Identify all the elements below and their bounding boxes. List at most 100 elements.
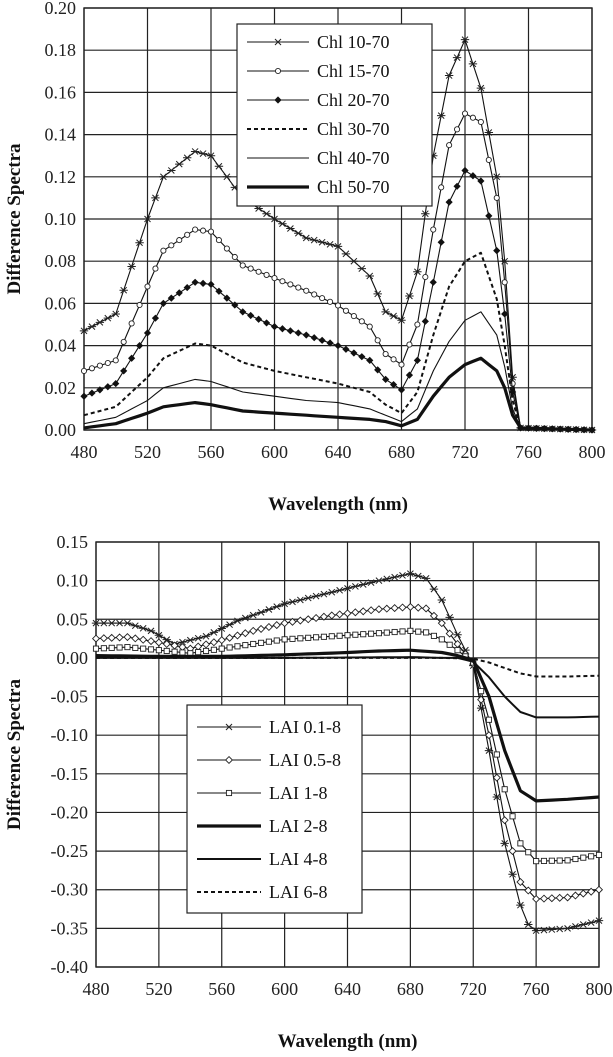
data-point <box>319 295 326 302</box>
data-point <box>100 645 107 652</box>
series-line <box>83 356 593 432</box>
data-point <box>594 885 604 894</box>
data-point <box>516 877 525 887</box>
data-point <box>206 152 216 160</box>
y-tick-label: -0.05 <box>51 687 89 707</box>
data-point <box>571 923 580 930</box>
legend-entry: Chl 15-70 <box>317 61 390 81</box>
series-lai-1-8 <box>92 627 603 865</box>
y-tick-label: 0.02 <box>45 378 77 398</box>
data-point <box>349 257 359 265</box>
data-point <box>531 927 541 935</box>
data-point <box>374 337 381 344</box>
data-point <box>509 388 517 396</box>
data-point <box>366 323 373 330</box>
data-point <box>151 194 160 202</box>
data-point <box>313 634 320 641</box>
data-point <box>223 245 230 252</box>
data-point <box>140 645 147 652</box>
plot-frame <box>83 7 593 431</box>
data-point <box>453 631 462 639</box>
data-point <box>247 311 255 320</box>
data-point <box>461 166 469 175</box>
data-point <box>233 631 242 640</box>
data-point <box>586 919 596 926</box>
data-point <box>132 644 139 651</box>
data-point <box>492 793 502 801</box>
data-point <box>571 891 580 900</box>
data-point <box>271 275 278 282</box>
data-point <box>302 331 310 339</box>
data-point <box>107 633 116 642</box>
data-point <box>381 308 390 316</box>
data-point <box>430 226 437 233</box>
data-point <box>500 816 509 825</box>
data-point <box>517 840 524 847</box>
data-point <box>224 755 234 765</box>
data-point <box>446 641 453 648</box>
data-point <box>501 279 508 286</box>
data-point <box>446 142 453 149</box>
series-line <box>83 251 593 431</box>
y-tick-label: 0.12 <box>45 167 77 187</box>
data-point <box>152 265 159 272</box>
data-point <box>500 839 509 847</box>
data-point <box>296 616 305 625</box>
data-point <box>217 636 226 645</box>
data-point <box>79 327 89 335</box>
data-point <box>405 292 414 300</box>
data-point <box>436 112 446 119</box>
data-point <box>131 634 140 643</box>
data-point <box>406 341 413 348</box>
data-point <box>344 632 351 639</box>
data-point <box>262 319 271 327</box>
series-line <box>96 656 600 678</box>
data-point <box>429 585 439 593</box>
data-point <box>336 632 343 639</box>
data-point <box>233 617 242 625</box>
y-tick-label: -0.30 <box>51 880 89 900</box>
data-point <box>547 926 557 933</box>
data-point <box>383 629 390 636</box>
data-point <box>579 889 588 898</box>
data-point <box>319 590 329 598</box>
data-point <box>280 619 289 628</box>
legend-entry: Chl 40-70 <box>317 148 390 168</box>
data-point <box>104 359 111 367</box>
y-tick-label: 0.08 <box>45 251 77 271</box>
data-point <box>80 392 88 400</box>
data-point <box>563 893 572 902</box>
y-tick-label: 0.00 <box>45 420 77 440</box>
data-point <box>317 238 327 246</box>
data-point <box>201 632 211 640</box>
data-point <box>367 606 376 615</box>
data-point <box>262 210 271 218</box>
data-point <box>176 237 183 244</box>
data-point <box>256 608 266 616</box>
data-point <box>294 229 303 237</box>
data-point <box>397 386 406 394</box>
data-point <box>225 789 233 797</box>
data-point <box>509 813 516 820</box>
data-point <box>358 353 366 361</box>
legend-entry: LAI 2-8 <box>269 816 327 836</box>
data-point <box>87 323 97 330</box>
series-lai-2-8 <box>95 648 600 803</box>
data-point <box>96 362 103 369</box>
data-point <box>286 225 295 232</box>
data-point <box>107 619 116 627</box>
data-point <box>116 644 123 651</box>
data-point <box>469 172 477 180</box>
data-point <box>248 611 258 619</box>
data-point <box>555 925 564 933</box>
data-point <box>406 570 415 578</box>
x-tick-label: 520 <box>145 979 172 999</box>
data-point <box>548 857 555 864</box>
data-point <box>280 600 289 608</box>
data-point <box>190 148 200 155</box>
series-chl-30-70 <box>83 251 593 431</box>
data-point <box>438 636 445 643</box>
data-point <box>138 624 148 632</box>
data-point <box>289 635 296 642</box>
data-point <box>525 849 532 856</box>
